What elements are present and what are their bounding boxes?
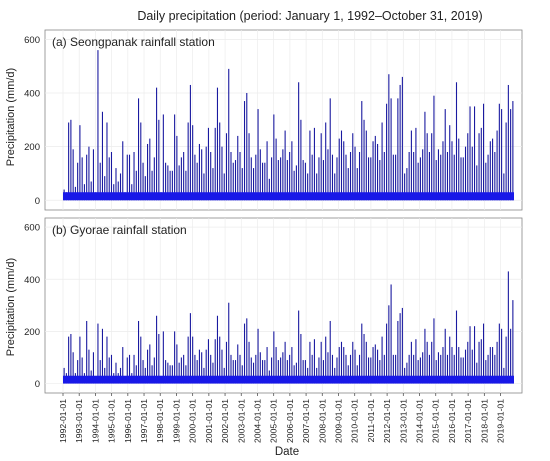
x-tick-label: 1997-01-01 [139, 399, 149, 443]
panels: 0 200 400 600 (a) Seongpanak rainfall statio… [24, 29, 523, 394]
x-tick-label: 2010-01-01 [350, 399, 360, 443]
x-tick-label: 2008-01-01 [317, 399, 327, 443]
panel-a: 0 200 400 600 (a) Seongpanak rainfall statio… [24, 29, 523, 211]
x-tick-label: 2006-01-01 [285, 399, 295, 443]
panel-frame [44, 217, 523, 394]
x-tick-label: 2016-01-01 [447, 399, 457, 443]
y-tick-label: 400 [24, 89, 40, 100]
x-axis-label: Date [275, 446, 299, 458]
x-tick-label: 1998-01-01 [155, 399, 165, 443]
x-tick-label: 2012-01-01 [382, 399, 392, 443]
precip-baseline-band [63, 192, 514, 201]
x-tick-label: 2003-01-01 [236, 399, 246, 443]
x-tick-label: 1992-01-01 [58, 399, 68, 443]
x-tick-label: 1994-01-01 [90, 399, 100, 443]
x-tick-label: 2015-01-01 [431, 399, 441, 443]
y-axis-label-top: Precipitation (mm/d) [5, 68, 17, 166]
panel-b: 0 200 400 600 (b) Gyorae rainfall station [24, 217, 523, 394]
x-tick-label: 2004-01-01 [252, 399, 262, 443]
x-tick-label: 2002-01-01 [220, 399, 230, 443]
x-tick-label: 1996-01-01 [123, 399, 133, 443]
x-tick-label: 2017-01-01 [463, 399, 473, 443]
x-tick-label: 2005-01-01 [269, 399, 279, 443]
x-tick-label: 2018-01-01 [479, 399, 489, 443]
x-tick-label: 2019-01-01 [496, 399, 506, 443]
x-tick-label: 2013-01-01 [398, 399, 408, 443]
x-tick-label: 2011-01-01 [366, 399, 376, 443]
x-tick-label: 2001-01-01 [204, 399, 214, 443]
x-tick-label: 2007-01-01 [301, 399, 311, 443]
y-tick-label: 600 [24, 35, 40, 46]
x-tick-label: 1993-01-01 [74, 399, 84, 443]
x-tick-label: 2000-01-01 [188, 399, 198, 443]
panel-label: (a) Seongpanak rainfall station [52, 35, 215, 49]
y-tick-label: 600 [24, 223, 40, 234]
precip-baseline-band [63, 375, 514, 384]
y-tick-label: 0 [35, 379, 40, 390]
x-tick-label: 1999-01-01 [171, 399, 181, 443]
y-tick-label: 200 [24, 142, 40, 153]
y-axis-label-bottom: Precipitation (mm/d) [5, 258, 17, 356]
x-axis-ticks: 1992-01-01 1993-01-01 1994-01-01 1995-01-01… [58, 393, 506, 443]
x-tick-label: 1995-01-01 [107, 399, 117, 443]
x-tick-label: 2009-01-01 [333, 399, 343, 443]
panel-frame [44, 29, 523, 211]
y-tick-label: 0 [35, 196, 40, 207]
y-tick-label: 400 [24, 275, 40, 286]
x-tick-label: 2014-01-01 [415, 399, 425, 443]
y-tick-label: 200 [24, 327, 40, 338]
panel-label: (b) Gyorae rainfall station [52, 223, 187, 237]
chart-title: Daily precipitation (period: January 1, … [137, 9, 482, 23]
